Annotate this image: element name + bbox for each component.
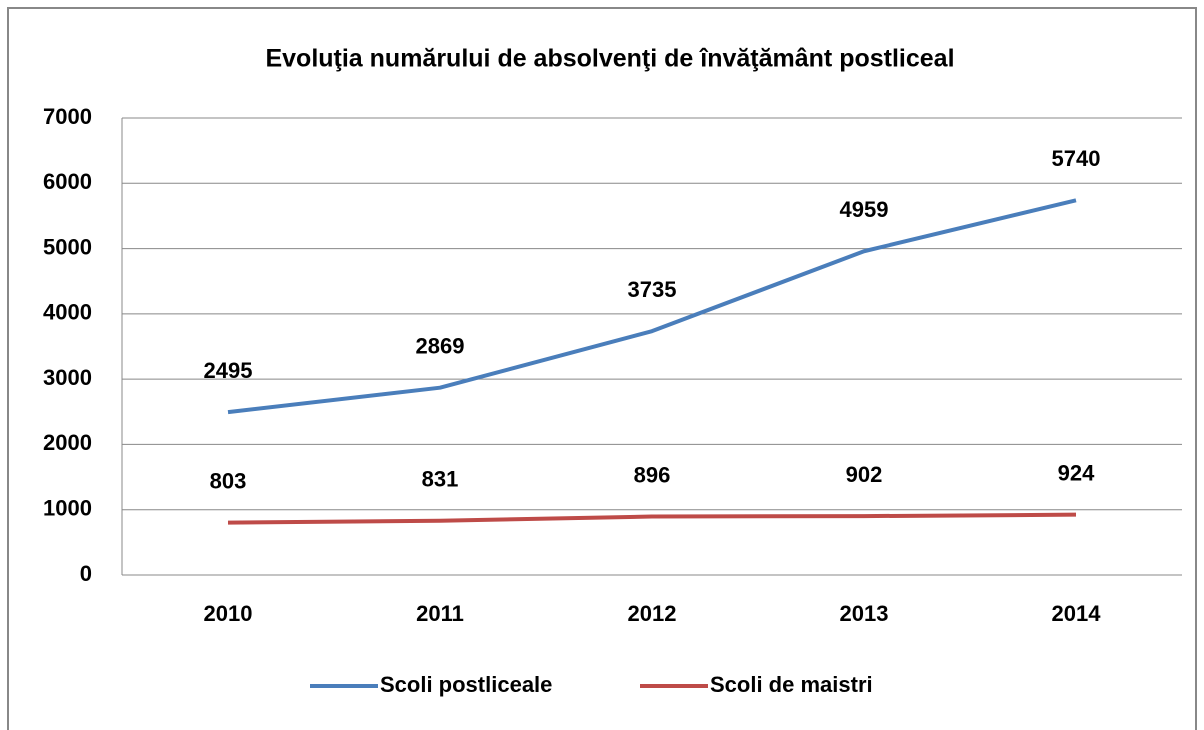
data-label: 3735 xyxy=(628,277,677,302)
x-tick-label: 2014 xyxy=(1052,601,1102,626)
chart-border xyxy=(7,7,1197,730)
x-tick-label: 2013 xyxy=(840,601,889,626)
y-tick-label: 6000 xyxy=(43,169,92,194)
y-tick-label: 1000 xyxy=(43,496,92,521)
data-label: 2869 xyxy=(416,334,465,359)
x-tick-label: 2012 xyxy=(628,601,677,626)
chart-title: Evoluţia numărului de absolvenţi de învă… xyxy=(265,45,954,73)
legend-label: Scoli de maistri xyxy=(710,672,873,697)
data-label: 5740 xyxy=(1052,146,1101,171)
y-tick-label: 4000 xyxy=(43,300,92,325)
data-label: 924 xyxy=(1058,460,1095,485)
data-label: 896 xyxy=(634,462,671,487)
y-tick-label: 2000 xyxy=(43,430,92,455)
series-line xyxy=(227,198,1077,415)
y-tick-label: 5000 xyxy=(43,234,92,259)
x-tick-label: 2010 xyxy=(204,601,253,626)
legend-label: Scoli postliceale xyxy=(380,672,552,697)
series-line xyxy=(227,512,1077,525)
data-label: 803 xyxy=(210,468,247,493)
y-tick-label: 0 xyxy=(80,561,92,586)
data-label: 4959 xyxy=(840,197,889,222)
x-tick-label: 2011 xyxy=(416,601,464,626)
data-label: 831 xyxy=(422,467,459,492)
data-label: 902 xyxy=(846,462,883,487)
y-tick-label: 3000 xyxy=(43,365,92,390)
data-label: 2495 xyxy=(204,358,253,383)
y-tick-label: 7000 xyxy=(43,104,92,129)
